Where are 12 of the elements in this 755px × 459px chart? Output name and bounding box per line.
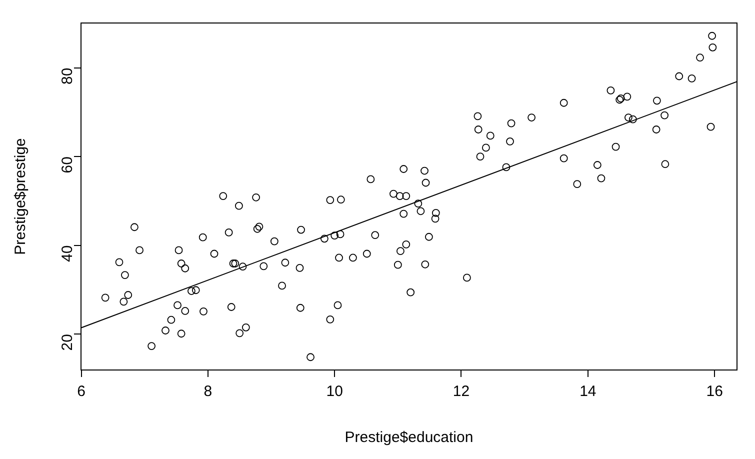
y-tick-label: 40 bbox=[59, 245, 76, 262]
x-tick-label: 12 bbox=[452, 383, 470, 400]
x-axis-title: Prestige$education bbox=[344, 429, 474, 446]
x-tick-label: 8 bbox=[204, 383, 212, 400]
x-tick-label: 6 bbox=[77, 383, 86, 400]
y-tick-label: 20 bbox=[59, 334, 76, 351]
y-tick-label: 60 bbox=[59, 156, 76, 174]
x-tick-label: 10 bbox=[326, 383, 343, 400]
y-tick-label: 80 bbox=[59, 68, 76, 85]
x-tick-label: 14 bbox=[580, 383, 596, 400]
x-tick-label: 16 bbox=[706, 383, 723, 400]
y-axis-title: Prestige$prestige bbox=[12, 138, 30, 255]
